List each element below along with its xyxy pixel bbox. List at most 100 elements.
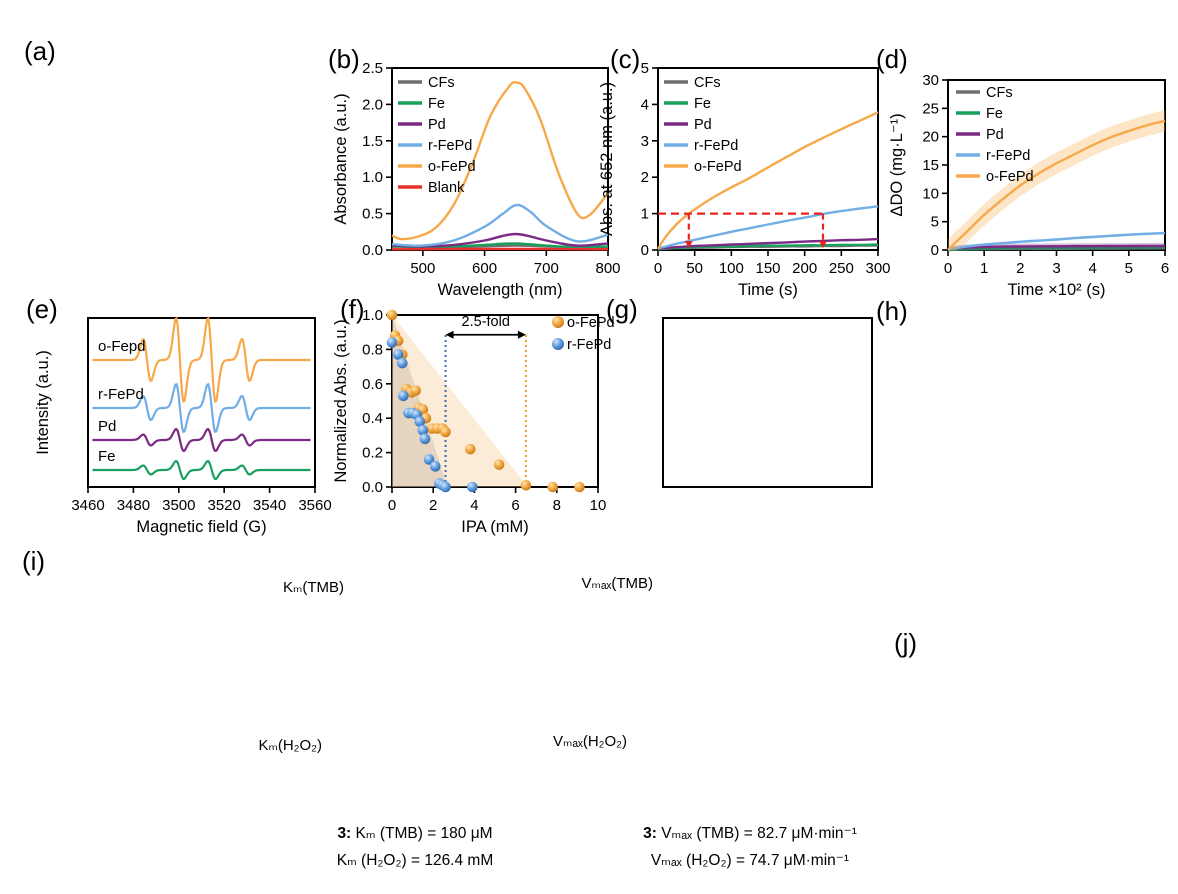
svg-text:3: 3 <box>641 133 649 150</box>
series <box>391 80 609 251</box>
svg-text:Fe: Fe <box>986 106 1003 122</box>
svg-text:Fe: Fe <box>428 96 445 112</box>
vmax-tmb-value: 3: Vₘₐₓ (TMB) = 82.7 μM·min⁻¹ <box>643 825 857 842</box>
km-tmb-arc-label: Kₘ(TMB) <box>283 579 344 596</box>
svg-text:0.0: 0.0 <box>362 242 383 259</box>
svg-text:1.0: 1.0 <box>362 307 383 324</box>
svg-text:o-FePd: o-FePd <box>428 159 476 175</box>
svg-text:5: 5 <box>1125 260 1133 277</box>
svg-text:3480: 3480 <box>117 497 150 514</box>
svg-text:30: 30 <box>922 72 939 89</box>
svg-text:Magnetic field (G): Magnetic field (G) <box>136 518 266 536</box>
svg-text:2: 2 <box>1016 260 1024 277</box>
panel-j-recyclability-chart <box>890 625 1178 894</box>
svg-text:Fe: Fe <box>98 448 116 465</box>
svg-text:o-FePd: o-FePd <box>694 159 742 175</box>
svg-text:Normalized Abs. (a.u.): Normalized Abs. (a.u.) <box>332 319 350 482</box>
svg-text:200: 200 <box>792 260 817 277</box>
svg-text:2: 2 <box>641 169 649 186</box>
legend: o-FePd r-FePd <box>552 315 615 353</box>
vmax-h2o2-arc-label: Vₘₐₓ(H₂O₂) <box>553 733 627 750</box>
svg-text:3: 3 <box>1052 260 1060 277</box>
legend: CFs Fe Pd r-FePd o-FePd Blank <box>398 75 476 196</box>
legend: CFs Fe Pd r-FePd o-FePd <box>664 75 742 175</box>
svg-text:Abs. at 652 nm (a.u.): Abs. at 652 nm (a.u.) <box>598 82 616 236</box>
svg-text:Wavelength (nm): Wavelength (nm) <box>437 281 562 299</box>
svg-text:o-FePd: o-FePd <box>567 315 615 331</box>
svg-text:r-FePd: r-FePd <box>98 386 144 403</box>
svg-text:o-FePd: o-FePd <box>986 169 1034 185</box>
svg-text:5: 5 <box>641 60 649 77</box>
svg-text:5: 5 <box>931 214 939 231</box>
panel-h-label: (h) <box>876 296 908 326</box>
svg-text:Pd: Pd <box>986 127 1004 143</box>
svg-text:Time (s): Time (s) <box>738 281 798 299</box>
scatter-series <box>386 309 585 493</box>
series-o-FePd <box>391 80 609 241</box>
km-h2o2-arc-label: Kₘ(H₂O₂) <box>259 737 323 754</box>
epr-trace-Pd <box>92 428 311 452</box>
svg-text:1: 1 <box>641 206 649 223</box>
svg-text:250: 250 <box>829 260 854 277</box>
panel-a-label: (a) <box>24 36 56 66</box>
svg-text:800: 800 <box>595 260 620 277</box>
series-r-FePd <box>947 231 1166 251</box>
svg-text:Pd: Pd <box>428 117 446 133</box>
series-r-FePd <box>391 203 609 247</box>
svg-text:50: 50 <box>686 260 703 277</box>
svg-text:150: 150 <box>755 260 780 277</box>
svg-text:CFs: CFs <box>694 75 721 91</box>
svg-text:CFs: CFs <box>986 85 1013 101</box>
svg-text:4: 4 <box>1088 260 1096 277</box>
panel-c-kinetics-chart: 0 50 100 150 200 250 300 0 1 2 3 4 5 Time (s) Abs. at … <box>598 60 891 299</box>
svg-text:0.5: 0.5 <box>362 206 383 223</box>
km-chord-diagram: Kₘ(TMB) Kₘ(H₂O₂) <box>259 579 345 754</box>
svg-text:2: 2 <box>429 497 437 514</box>
series-o-FePd <box>947 119 1166 251</box>
svg-text:0: 0 <box>654 260 662 277</box>
panel-f-ipa-scatter-chart: 0 2 4 6 8 10 0.0 0.2 0.4 0.6 0.8 1.0 IPA (mM) Normali… <box>332 307 615 536</box>
epr-trace-Fe <box>92 459 311 481</box>
svg-text:0.0: 0.0 <box>362 479 383 496</box>
vmax-chord-diagram: Vₘₐₓ(TMB) Vₘₐₓ(H₂O₂) <box>553 575 653 750</box>
km-values-caption: 3: Kₘ (TMB) = 180 μM Kₘ (H₂O₂) = 126.4 m… <box>270 820 560 874</box>
panel-d-label: (d) <box>876 44 908 74</box>
axes: 500 600 700 800 0.0 0.5 1.0 1.5 2.0 2.5 Wavelength… <box>332 60 621 299</box>
km-tmb-value: 3: Kₘ (TMB) = 180 μM <box>337 825 493 842</box>
svg-text:6: 6 <box>1161 260 1169 277</box>
svg-text:Intensity (a.u.): Intensity (a.u.) <box>34 350 52 455</box>
svg-text:4: 4 <box>641 96 649 113</box>
svg-text:300: 300 <box>865 260 890 277</box>
panel-c-label: (c) <box>610 44 641 74</box>
svg-text:10: 10 <box>590 497 607 514</box>
panel-b-label: (b) <box>328 44 360 74</box>
epr-trace-o-Fepd <box>92 316 311 404</box>
svg-text:0.4: 0.4 <box>362 410 383 427</box>
svg-text:2.0: 2.0 <box>362 96 383 113</box>
svg-text:600: 600 <box>472 260 497 277</box>
km-h2o2-value: Kₘ (H₂O₂) = 126.4 mM <box>336 852 494 869</box>
panel-j-label: (j) <box>894 628 918 658</box>
svg-text:25: 25 <box>922 100 939 117</box>
svg-text:8: 8 <box>553 497 561 514</box>
svg-text:r-FePd: r-FePd <box>567 337 611 353</box>
svg-text:Pd: Pd <box>98 418 116 435</box>
svg-text:0: 0 <box>944 260 952 277</box>
svg-text:Absorbance (a.u.): Absorbance (a.u.) <box>332 93 350 224</box>
axes <box>662 317 873 488</box>
vmax-tmb-arc-label: Vₘₐₓ(TMB) <box>581 575 653 592</box>
svg-text:3460: 3460 <box>71 497 104 514</box>
svg-text:Fe: Fe <box>694 96 711 112</box>
svg-text:ΔDO (mg·L⁻¹): ΔDO (mg·L⁻¹) <box>888 113 906 216</box>
svg-text:2.5-fold: 2.5-fold <box>462 314 510 330</box>
legend: CFs Fe Pd r-FePd o-FePd <box>956 85 1034 185</box>
svg-text:r-FePd: r-FePd <box>694 138 738 154</box>
epr-trace-r-FePd <box>92 382 311 434</box>
svg-text:0.8: 0.8 <box>362 341 383 358</box>
panel-e-epr-chart: 3460 3480 3500 3520 3540 3560 Magnetic field (… <box>34 316 332 536</box>
panel-d-dissolved-oxygen-chart: 0 1 2 3 4 5 6 0 5 10 15 20 25 30 Time ×10² (s) ΔDO (mg·… <box>888 72 1169 299</box>
svg-text:Blank: Blank <box>428 180 465 196</box>
shading: 2.5-fold <box>392 314 528 487</box>
svg-text:3540: 3540 <box>253 497 286 514</box>
